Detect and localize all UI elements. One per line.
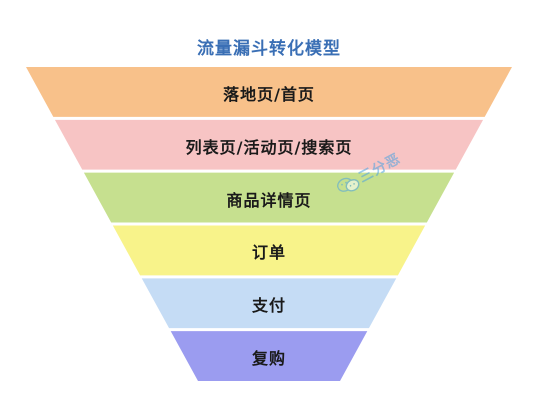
funnel-stage-5 xyxy=(141,278,397,329)
watermark: 三分恶 xyxy=(328,123,437,209)
funnel-stage-label: 支付 xyxy=(251,296,286,316)
funnel-stage-6 xyxy=(170,331,368,381)
funnel-stage-label: 落地页/首页 xyxy=(223,84,315,104)
diagram-title: 流量漏斗转化模型 xyxy=(197,39,341,59)
watermark-text: 三分恶 xyxy=(356,150,404,187)
funnel-stage-label: 订单 xyxy=(251,243,286,263)
funnel-stage-4 xyxy=(112,225,426,276)
funnel-stage-label: 商品详情页 xyxy=(226,190,312,210)
funnel-stage-2 xyxy=(54,119,484,170)
funnel-stage-label: 列表页/活动页/搜索页 xyxy=(185,137,353,157)
funnel-stage-3 xyxy=(83,172,455,223)
wechat-icon xyxy=(337,177,360,192)
funnel-stage-label: 复购 xyxy=(251,349,286,369)
funnel-stage-1 xyxy=(26,67,512,117)
